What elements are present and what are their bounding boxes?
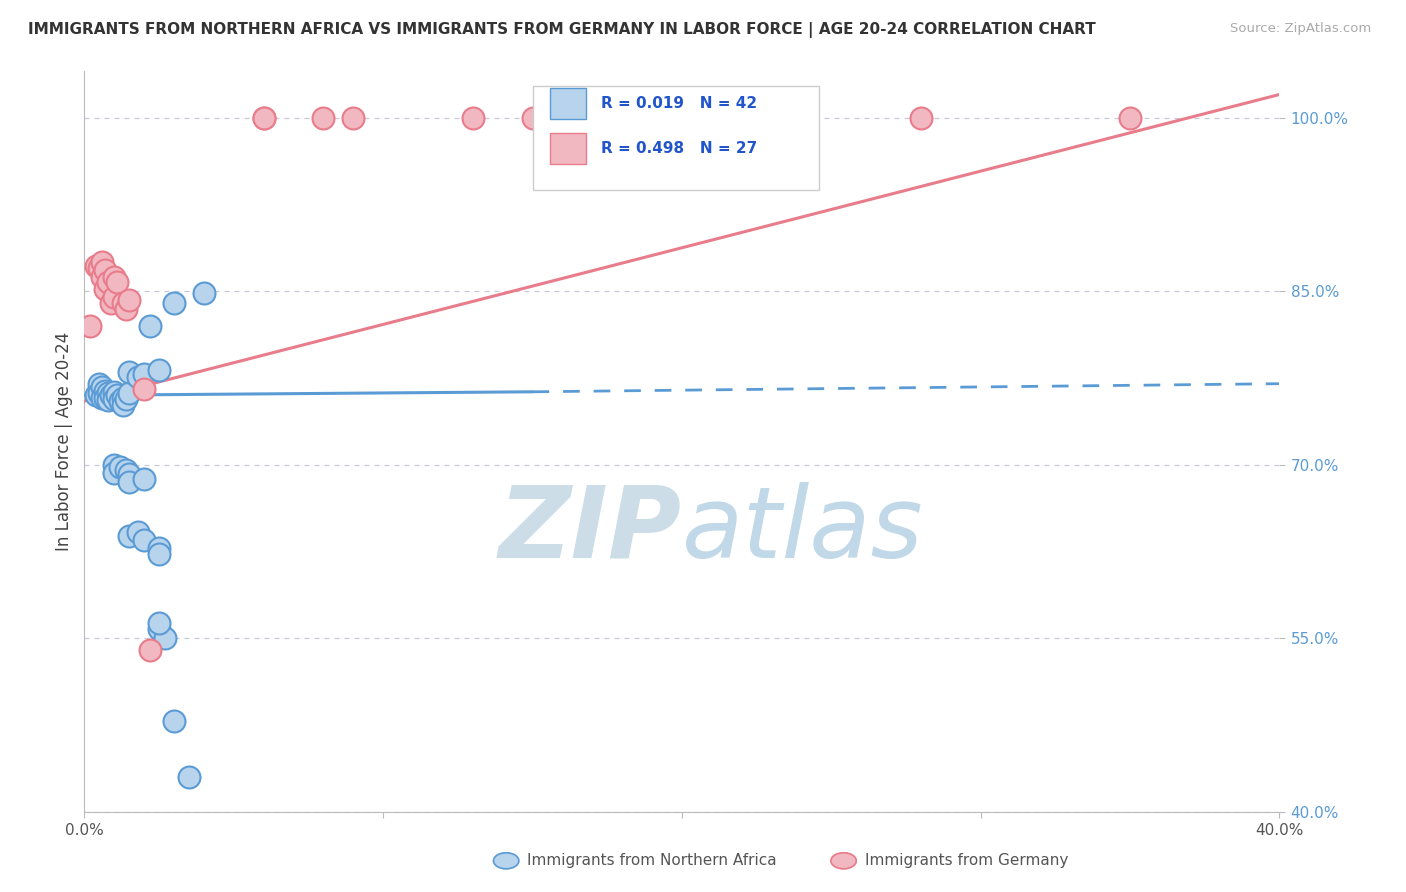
- Point: [118, 386, 141, 401]
- Point: [118, 365, 141, 379]
- Point: [79, 318, 101, 333]
- Point: [91, 270, 114, 285]
- Point: [91, 380, 114, 394]
- Point: [115, 392, 138, 406]
- Point: [118, 475, 141, 489]
- Point: [148, 616, 170, 631]
- Point: [89, 386, 111, 401]
- Point: [253, 111, 276, 125]
- Point: [148, 622, 170, 636]
- Text: Immigrants from Germany: Immigrants from Germany: [865, 854, 1069, 868]
- Point: [132, 383, 156, 397]
- Text: R = 0.498   N = 27: R = 0.498 N = 27: [600, 141, 756, 156]
- Point: [97, 392, 120, 407]
- Point: [177, 770, 200, 784]
- Point: [94, 282, 117, 296]
- Point: [193, 286, 215, 301]
- Point: [253, 111, 276, 125]
- Text: ZIP: ZIP: [499, 482, 682, 579]
- Point: [910, 111, 932, 125]
- Point: [118, 529, 141, 543]
- Bar: [551, 88, 586, 120]
- Point: [115, 301, 138, 316]
- Point: [461, 111, 484, 125]
- Point: [103, 384, 125, 399]
- Point: [103, 392, 125, 406]
- Point: [127, 369, 149, 384]
- Point: [112, 295, 135, 310]
- Point: [103, 458, 125, 472]
- Point: [153, 631, 176, 645]
- Point: [139, 318, 162, 333]
- FancyBboxPatch shape: [533, 87, 820, 190]
- Point: [91, 391, 114, 405]
- Point: [139, 642, 162, 657]
- Point: [100, 388, 122, 402]
- Point: [97, 275, 120, 289]
- Text: atlas: atlas: [682, 482, 924, 579]
- Point: [105, 388, 128, 402]
- Point: [148, 547, 170, 561]
- Y-axis label: In Labor Force | Age 20-24: In Labor Force | Age 20-24: [55, 332, 73, 551]
- Point: [132, 472, 156, 486]
- Point: [94, 263, 117, 277]
- Point: [312, 111, 335, 125]
- Point: [97, 386, 120, 401]
- Point: [112, 391, 135, 405]
- Point: [115, 463, 138, 477]
- Point: [110, 394, 132, 409]
- Point: [86, 259, 108, 273]
- Text: Source: ZipAtlas.com: Source: ZipAtlas.com: [1230, 22, 1371, 36]
- Point: [112, 398, 135, 412]
- Text: Immigrants from Northern Africa: Immigrants from Northern Africa: [527, 854, 778, 868]
- Point: [103, 290, 125, 304]
- Point: [89, 260, 111, 275]
- Point: [94, 384, 117, 398]
- Point: [1119, 111, 1142, 125]
- Point: [148, 363, 170, 377]
- Point: [163, 714, 186, 729]
- Point: [103, 270, 125, 285]
- Point: [127, 524, 149, 539]
- Point: [132, 533, 156, 547]
- Text: R = 0.019   N = 42: R = 0.019 N = 42: [600, 96, 756, 112]
- Point: [110, 460, 132, 475]
- Bar: [551, 133, 586, 164]
- Point: [86, 388, 108, 402]
- Point: [100, 295, 122, 310]
- Point: [148, 541, 170, 555]
- Text: IMMIGRANTS FROM NORTHERN AFRICA VS IMMIGRANTS FROM GERMANY IN LABOR FORCE | AGE : IMMIGRANTS FROM NORTHERN AFRICA VS IMMIG…: [28, 22, 1095, 38]
- Point: [671, 111, 693, 125]
- Point: [91, 255, 114, 269]
- Point: [89, 376, 111, 391]
- Point: [103, 466, 125, 480]
- Point: [522, 111, 544, 125]
- Point: [163, 295, 186, 310]
- Point: [118, 467, 141, 481]
- Point: [342, 111, 364, 125]
- Point: [105, 275, 128, 289]
- Point: [118, 293, 141, 308]
- Point: [132, 368, 156, 382]
- Point: [94, 391, 117, 405]
